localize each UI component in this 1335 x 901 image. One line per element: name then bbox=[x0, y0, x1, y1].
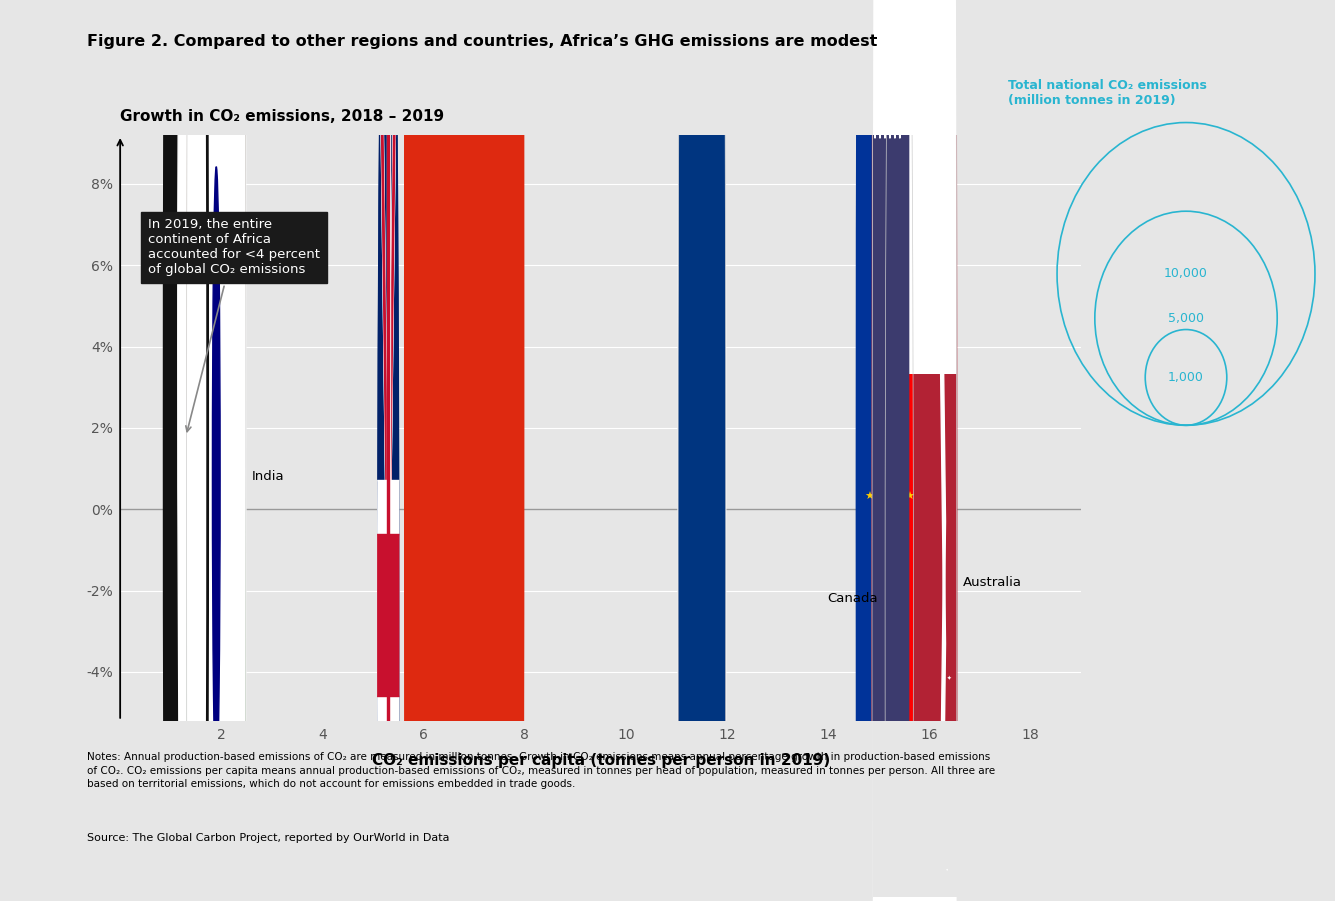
Text: India: India bbox=[252, 470, 284, 483]
Circle shape bbox=[933, 0, 957, 901]
Text: Canada: Canada bbox=[826, 592, 877, 605]
Circle shape bbox=[212, 167, 220, 787]
Polygon shape bbox=[371, 534, 405, 696]
Text: ★: ★ bbox=[475, 0, 507, 5]
Text: Source: The Global Carbon Project, reported by OurWorld in Data: Source: The Global Carbon Project, repor… bbox=[87, 833, 450, 843]
Text: ★: ★ bbox=[465, 842, 497, 876]
Circle shape bbox=[884, 0, 886, 138]
Circle shape bbox=[898, 0, 901, 138]
Circle shape bbox=[893, 0, 896, 138]
Circle shape bbox=[678, 0, 726, 901]
Polygon shape bbox=[376, 0, 400, 901]
Circle shape bbox=[187, 0, 246, 901]
Text: 5,000: 5,000 bbox=[1168, 312, 1204, 324]
Text: ★: ★ bbox=[864, 492, 874, 502]
Polygon shape bbox=[376, 0, 400, 901]
Polygon shape bbox=[376, 0, 400, 901]
Polygon shape bbox=[376, 0, 400, 901]
Polygon shape bbox=[936, 522, 945, 901]
Polygon shape bbox=[387, 0, 390, 901]
X-axis label: CO₂ emissions per capita (tonnes per person in 2019): CO₂ emissions per capita (tonnes per per… bbox=[371, 753, 830, 768]
Circle shape bbox=[874, 0, 876, 138]
Circle shape bbox=[885, 0, 913, 901]
Polygon shape bbox=[371, 480, 405, 750]
Polygon shape bbox=[936, 0, 945, 643]
Text: Figure 2. Compared to other regions and countries, Africa’s GHG emissions are mo: Figure 2. Compared to other regions and … bbox=[87, 34, 877, 50]
Polygon shape bbox=[376, 0, 400, 901]
Polygon shape bbox=[376, 0, 400, 901]
Circle shape bbox=[878, 0, 881, 138]
Text: Growth in CO₂ emissions, 2018 – 2019: Growth in CO₂ emissions, 2018 – 2019 bbox=[120, 109, 445, 124]
Text: Australia: Australia bbox=[963, 576, 1021, 589]
Circle shape bbox=[376, 0, 399, 901]
Text: Total national CO₂ emissions
(million tonnes in 2019): Total national CO₂ emissions (million to… bbox=[1008, 79, 1207, 107]
Polygon shape bbox=[387, 0, 390, 901]
Text: ✦: ✦ bbox=[948, 676, 952, 681]
Circle shape bbox=[889, 0, 890, 138]
Text: Notes: Annual production-based emissions of CO₂ are measured in million tonnes. : Notes: Annual production-based emissions… bbox=[87, 752, 995, 788]
Text: ✦: ✦ bbox=[945, 868, 948, 872]
Text: ★: ★ bbox=[904, 492, 914, 502]
Text: In 2019, the entire
continent of Africa
accounted for <4 percent
of global CO₂ e: In 2019, the entire continent of Africa … bbox=[148, 218, 320, 432]
Circle shape bbox=[856, 0, 922, 901]
Text: 10,000: 10,000 bbox=[1164, 268, 1208, 280]
Ellipse shape bbox=[178, 0, 192, 901]
Circle shape bbox=[405, 0, 525, 901]
Circle shape bbox=[872, 0, 957, 901]
Circle shape bbox=[164, 0, 208, 901]
Text: 1,000: 1,000 bbox=[1168, 371, 1204, 384]
Text: 🍁: 🍁 bbox=[896, 592, 902, 605]
